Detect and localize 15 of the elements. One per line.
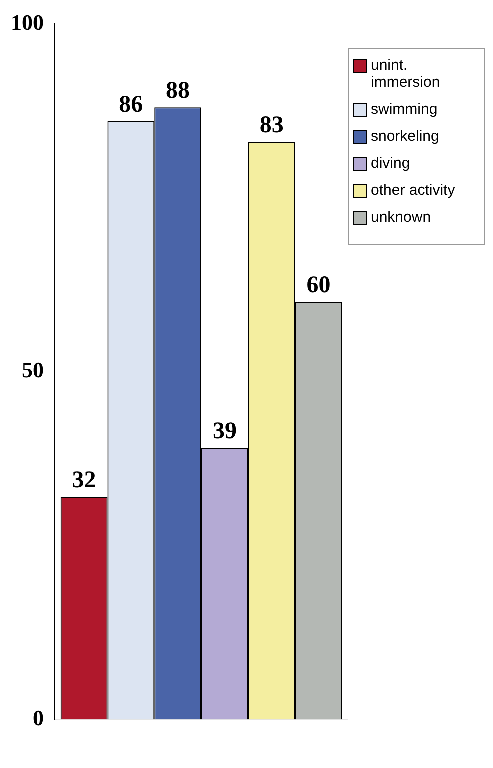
legend-label: diving bbox=[371, 155, 410, 172]
data-label: 83 bbox=[260, 112, 284, 139]
legend-label: unint. immersion bbox=[371, 57, 442, 91]
data-label: 32 bbox=[72, 467, 96, 494]
legend-label: snorkeling bbox=[371, 128, 440, 145]
y-tick-label: 0 bbox=[33, 705, 44, 730]
legend-label: unknown bbox=[371, 209, 432, 226]
y-tick-label: 100 bbox=[11, 10, 44, 35]
data-label: 86 bbox=[119, 92, 144, 118]
data-label: 88 bbox=[166, 78, 190, 104]
legend-label: swimming bbox=[371, 101, 438, 118]
y-tick-label: 50 bbox=[22, 358, 44, 383]
legend-label: other activity bbox=[371, 182, 456, 199]
data-label: 39 bbox=[212, 418, 237, 445]
data-label: 60 bbox=[306, 272, 331, 299]
